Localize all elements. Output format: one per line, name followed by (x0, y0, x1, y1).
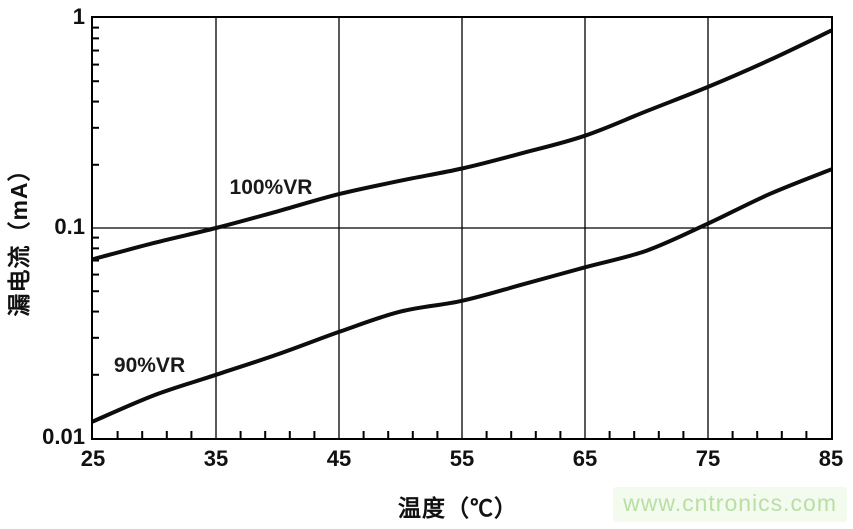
y-tick-label: 0.01 (42, 424, 85, 449)
x-tick-label: 75 (695, 446, 721, 471)
series-curve-100vr (93, 28, 831, 262)
series-label-90vr: 90%VR (113, 354, 186, 378)
watermark: www.cntronics.com (613, 487, 847, 522)
y-tick-label: 1 (72, 4, 85, 29)
series-label-100vr: 100%VR (229, 176, 313, 200)
y-tick-label: 0.1 (54, 214, 85, 239)
x-tick-label: 85 (818, 446, 844, 471)
x-tick-label: 35 (203, 446, 229, 471)
plot-area: 100%VR 90%VR (91, 16, 833, 440)
x-tick-label: 45 (326, 446, 352, 471)
x-tick-label: 65 (572, 446, 598, 471)
x-axis-title: 温度（℃） (398, 495, 518, 521)
series-curve-90vr (93, 167, 831, 424)
x-tick-label: 25 (80, 446, 106, 471)
plot-canvas (93, 18, 831, 438)
x-tick-label: 55 (449, 446, 475, 471)
y-axis-title: 漏电流（mA） (6, 157, 32, 317)
